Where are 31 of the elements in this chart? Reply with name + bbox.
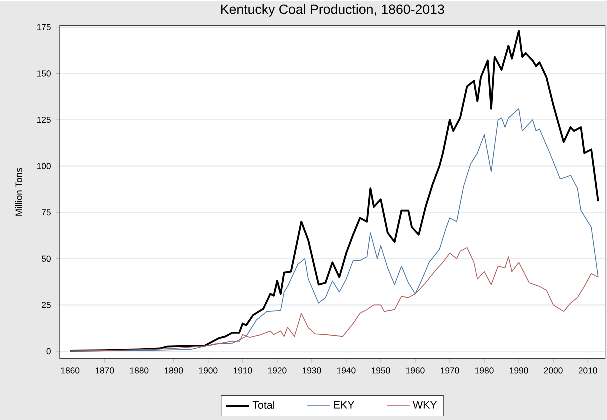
y-tick-label: 150 [38, 70, 51, 77]
y-tick-label: 100 [38, 163, 51, 170]
x-tick-label: 1990 [510, 368, 528, 374]
x-tick-label: 1870 [96, 368, 114, 374]
x-tick-label: 2000 [544, 368, 563, 374]
legend-label: WKY [413, 401, 438, 409]
y-tick-label: 0 [46, 348, 51, 354]
legend-label: EKY [334, 401, 355, 409]
y-tick-label: 50 [42, 256, 51, 262]
x-tick-label: 1940 [338, 368, 356, 374]
x-tick-label: 1980 [476, 368, 494, 374]
x-tick-label: 1880 [130, 368, 149, 374]
y-axis-title: Million Tons [16, 168, 22, 216]
x-tick-label: 1890 [164, 368, 184, 374]
x-tick-label: 1920 [268, 368, 287, 374]
y-tick-label: 125 [38, 116, 51, 123]
legend-label: Total [252, 401, 274, 409]
x-tick-label: 1930 [302, 368, 322, 374]
x-tick-label: 1950 [372, 368, 390, 374]
y-tick-label: 75 [42, 209, 51, 216]
chart-title: Kentucky Coal Production, 1860-2013 [221, 4, 444, 17]
x-tick-label: 1860 [61, 368, 80, 374]
y-tick-label: 25 [42, 302, 51, 308]
x-tick-label: 1910 [234, 368, 252, 374]
x-tick-label: 1970 [441, 368, 460, 374]
y-tick-label: 175 [38, 24, 51, 30]
x-tick-label: 1900 [199, 368, 218, 374]
x-tick-label: 2010 [578, 368, 598, 374]
line-series [69, 30, 600, 352]
x-tick-label: 1960 [406, 368, 425, 374]
line-series [70, 247, 599, 352]
